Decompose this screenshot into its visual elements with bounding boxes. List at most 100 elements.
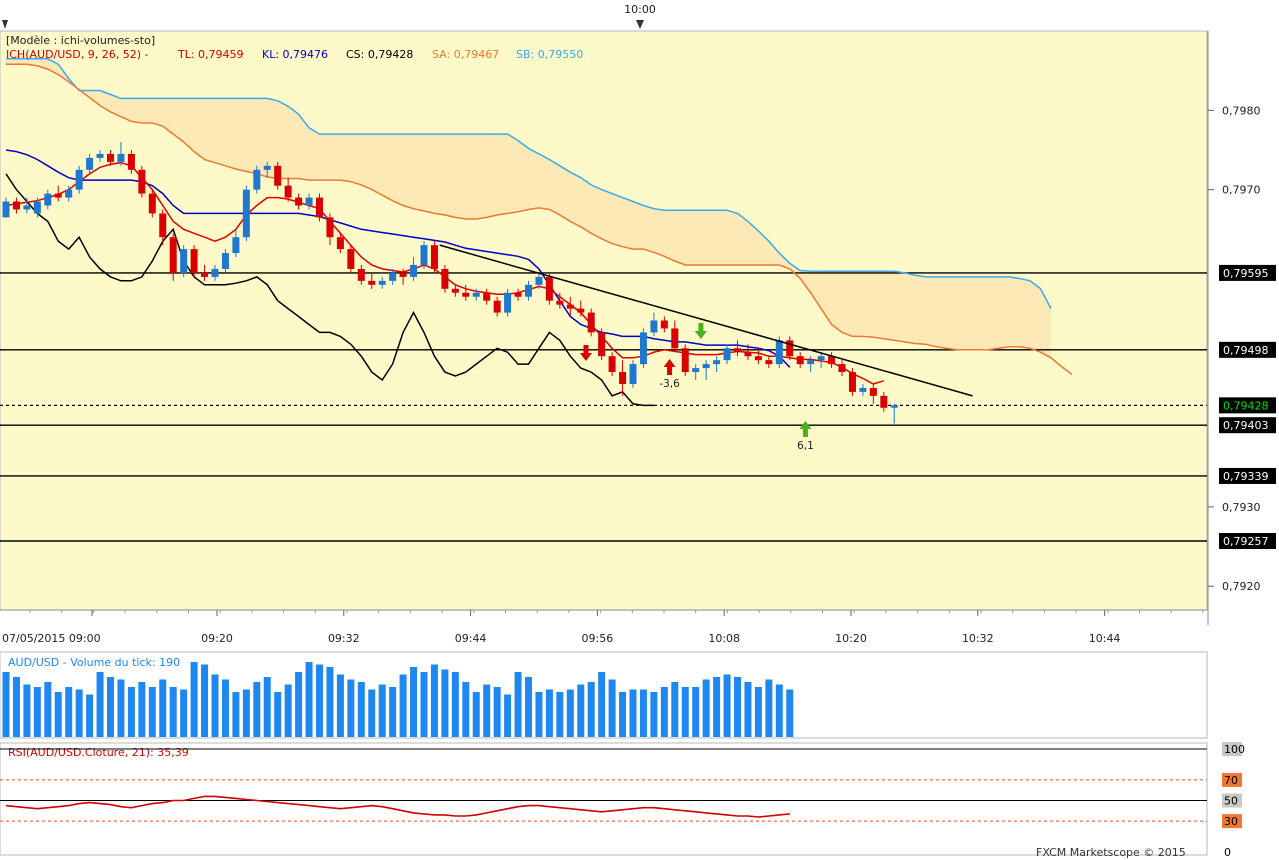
time-tick-label: 07/05/2015 09:00 bbox=[2, 632, 101, 645]
volume-bar bbox=[44, 682, 52, 737]
candle bbox=[608, 356, 616, 373]
volume-bar bbox=[2, 672, 10, 737]
candle bbox=[33, 201, 41, 214]
rsi-tick-label: 50 bbox=[1224, 795, 1238, 808]
volume-bar bbox=[295, 672, 303, 737]
candle bbox=[890, 405, 898, 408]
volume-bar bbox=[221, 679, 229, 737]
candle bbox=[598, 332, 606, 357]
top-time-marker-icon bbox=[636, 20, 644, 29]
volume-bar bbox=[23, 684, 31, 737]
volume-bar bbox=[713, 677, 721, 737]
rsi-tick-tag bbox=[1222, 814, 1242, 829]
volume-bar bbox=[786, 689, 794, 737]
candle bbox=[451, 288, 459, 293]
candle bbox=[96, 153, 104, 158]
candle bbox=[817, 356, 825, 361]
volume-bar bbox=[316, 664, 323, 737]
candle bbox=[525, 284, 532, 297]
candle bbox=[127, 153, 135, 170]
candle bbox=[65, 189, 73, 198]
candle bbox=[734, 348, 741, 353]
candle bbox=[462, 292, 470, 297]
volume-bar bbox=[86, 694, 94, 737]
candle bbox=[211, 268, 219, 277]
volume-bar bbox=[754, 687, 762, 737]
level-price-label: 0,79403 bbox=[1223, 419, 1269, 432]
volume-bar bbox=[336, 674, 344, 737]
volume-bar bbox=[556, 692, 564, 737]
candle bbox=[169, 237, 177, 273]
signal-down-arrow-icon bbox=[579, 345, 592, 361]
level-price-label: 0,79339 bbox=[1223, 470, 1269, 483]
signal-down-arrow-icon bbox=[694, 323, 707, 339]
legend-cs: CS: 0,79428 bbox=[346, 48, 413, 61]
level-price-tag bbox=[1219, 264, 1276, 281]
candle bbox=[577, 308, 585, 313]
rsi-tick-label: 100 bbox=[1224, 743, 1245, 756]
volume-bar bbox=[660, 687, 668, 737]
volume-bar bbox=[180, 689, 188, 737]
candle bbox=[807, 360, 815, 365]
candle bbox=[535, 276, 543, 285]
volume-bar bbox=[107, 677, 114, 737]
volume-title: AUD/USD - Volume du tick: 190 bbox=[8, 656, 180, 669]
volume-bar bbox=[159, 679, 167, 737]
volume-bar bbox=[263, 677, 271, 737]
candle bbox=[514, 292, 522, 297]
top-left-marker-icon bbox=[2, 20, 8, 29]
candle bbox=[692, 368, 700, 373]
volume-bar bbox=[368, 689, 376, 737]
trendline-line bbox=[439, 244, 973, 397]
legend-sb: SB: 0,79550 bbox=[516, 48, 583, 61]
signal-label: -3,6 bbox=[659, 378, 680, 390]
volume-bar bbox=[211, 674, 219, 737]
volume-bar bbox=[201, 664, 209, 737]
volume-bar bbox=[96, 672, 104, 737]
volume-bar bbox=[545, 689, 553, 737]
volume-bar bbox=[148, 687, 156, 737]
volume-bar bbox=[744, 682, 752, 737]
signal-up-arrow-icon bbox=[799, 421, 812, 437]
candle bbox=[221, 253, 229, 269]
candle bbox=[347, 249, 355, 269]
price-tick-label: 0,7930 bbox=[1222, 501, 1261, 514]
candle bbox=[838, 364, 846, 373]
volume-bar bbox=[284, 684, 292, 737]
volume-bar bbox=[75, 689, 83, 737]
candle bbox=[775, 340, 783, 365]
candle bbox=[107, 153, 114, 162]
volume-bar bbox=[681, 687, 689, 737]
candle bbox=[263, 165, 271, 170]
volume-bar bbox=[629, 689, 637, 737]
volume-bar bbox=[514, 672, 522, 737]
volume-bar bbox=[608, 679, 616, 737]
candle bbox=[190, 249, 198, 273]
signal-label: 6,1 bbox=[797, 440, 814, 452]
candle bbox=[389, 272, 397, 281]
candle bbox=[859, 387, 867, 392]
volume-bar bbox=[242, 689, 250, 737]
top-time-label: 10:00 bbox=[624, 3, 656, 16]
volume-bar bbox=[65, 687, 73, 737]
level-price-tag bbox=[1219, 532, 1276, 549]
volume-bar bbox=[734, 677, 741, 737]
volume-bar bbox=[117, 679, 125, 737]
candle bbox=[587, 312, 595, 333]
candle bbox=[441, 268, 449, 289]
ichimoku-cloud bbox=[6, 58, 1051, 358]
candle bbox=[796, 356, 804, 365]
time-tick-label: 10:20 bbox=[835, 632, 867, 645]
volume-bar bbox=[12, 677, 20, 737]
candle bbox=[399, 272, 407, 277]
candle bbox=[2, 201, 10, 218]
candle bbox=[148, 193, 156, 214]
volume-bar bbox=[775, 684, 783, 737]
candle bbox=[493, 300, 501, 313]
candle bbox=[869, 387, 877, 396]
volume-bar bbox=[525, 677, 532, 737]
level-price-label: 0,79257 bbox=[1223, 535, 1269, 548]
rsi-tick-tag bbox=[1222, 772, 1242, 787]
volume-bar bbox=[399, 674, 407, 737]
time-axis: 07/05/2015 09:00 09:20 09:32 09:44 09:56 10:0… bbox=[2, 610, 1204, 645]
